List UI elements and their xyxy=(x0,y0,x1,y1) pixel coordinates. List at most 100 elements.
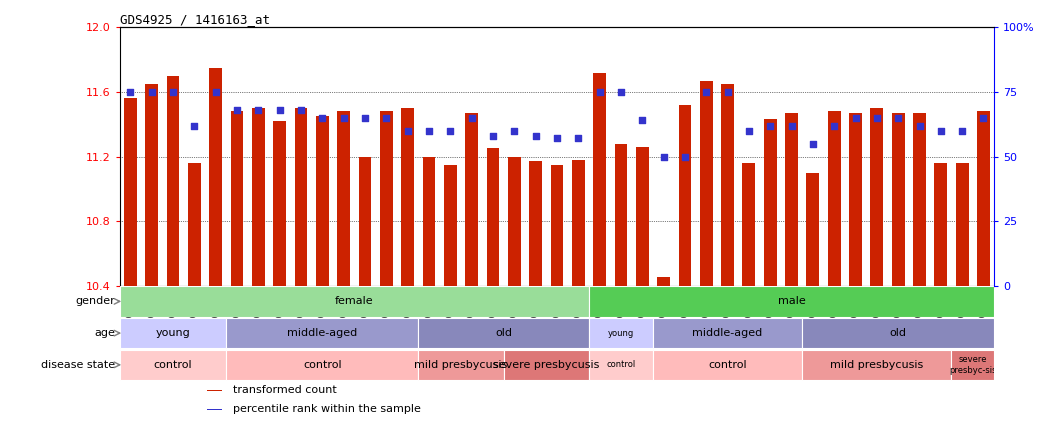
Point xyxy=(463,115,480,121)
Point xyxy=(719,89,736,96)
Text: middle-aged: middle-aged xyxy=(692,328,763,338)
Point xyxy=(569,135,586,142)
Text: control: control xyxy=(606,360,636,369)
Text: age: age xyxy=(95,328,116,338)
Point xyxy=(164,89,181,96)
Bar xyxy=(146,84,158,286)
Point xyxy=(144,89,160,96)
Bar xyxy=(295,108,307,286)
Bar xyxy=(124,99,136,286)
Point xyxy=(783,122,799,129)
Bar xyxy=(636,147,649,286)
Bar xyxy=(207,409,223,410)
Point xyxy=(400,127,416,134)
Bar xyxy=(614,144,628,286)
Point xyxy=(655,153,671,160)
Bar xyxy=(653,318,803,348)
Text: female: female xyxy=(335,297,374,306)
Bar xyxy=(120,349,226,380)
Bar xyxy=(508,157,520,286)
Point xyxy=(442,127,459,134)
Point xyxy=(868,115,885,121)
Point xyxy=(890,115,907,121)
Bar xyxy=(486,148,500,286)
Point xyxy=(591,89,608,96)
Text: severe
presbyc­sis: severe presbyc­sis xyxy=(949,355,996,374)
Bar xyxy=(401,108,414,286)
Point xyxy=(335,115,352,121)
Text: control: control xyxy=(708,360,746,370)
Text: disease state: disease state xyxy=(42,360,116,370)
Bar xyxy=(167,76,179,286)
Point xyxy=(186,122,203,129)
Bar xyxy=(337,111,350,286)
Text: GDS4925 / 1416163_at: GDS4925 / 1416163_at xyxy=(120,14,270,26)
Text: severe presbycusis: severe presbycusis xyxy=(493,360,600,370)
Bar xyxy=(807,173,819,286)
Bar xyxy=(803,318,994,348)
Bar xyxy=(551,165,563,286)
Bar xyxy=(465,113,478,286)
Bar xyxy=(589,349,653,380)
Bar xyxy=(653,349,803,380)
Bar xyxy=(721,84,734,286)
Text: mild presbycusis: mild presbycusis xyxy=(831,360,923,370)
Point xyxy=(122,89,138,96)
Point xyxy=(229,107,246,113)
Bar xyxy=(742,163,756,286)
Bar xyxy=(120,286,589,316)
Text: control: control xyxy=(154,360,193,370)
Bar xyxy=(358,157,372,286)
Bar xyxy=(892,113,905,286)
Bar xyxy=(274,121,286,286)
Point xyxy=(634,117,651,124)
Bar xyxy=(529,161,542,286)
Bar xyxy=(700,81,713,286)
Point xyxy=(357,115,374,121)
Bar xyxy=(956,163,968,286)
Bar xyxy=(951,349,994,380)
Point xyxy=(805,140,821,147)
Point xyxy=(272,107,288,113)
Bar xyxy=(226,318,418,348)
Text: middle-aged: middle-aged xyxy=(287,328,357,338)
Point xyxy=(677,153,693,160)
Point xyxy=(421,127,437,134)
Point xyxy=(506,127,523,134)
Text: male: male xyxy=(778,297,806,306)
Point xyxy=(378,115,395,121)
Text: percentile rank within the sample: percentile rank within the sample xyxy=(233,404,422,414)
Text: control: control xyxy=(303,360,341,370)
Point xyxy=(697,89,714,96)
Bar xyxy=(679,105,691,286)
Point xyxy=(528,132,544,139)
Bar xyxy=(226,349,418,380)
Point xyxy=(250,107,266,113)
Bar xyxy=(593,73,606,286)
Bar xyxy=(589,318,653,348)
Text: old: old xyxy=(496,328,512,338)
Point xyxy=(975,115,992,121)
Point xyxy=(293,107,309,113)
Bar xyxy=(803,349,951,380)
Bar xyxy=(380,111,392,286)
Point xyxy=(911,122,928,129)
Point xyxy=(826,122,842,129)
Bar xyxy=(913,113,925,286)
Bar xyxy=(231,111,244,286)
Bar xyxy=(443,165,457,286)
Bar xyxy=(849,113,862,286)
Text: gender: gender xyxy=(76,297,116,306)
Bar xyxy=(657,277,670,286)
Text: mild presbycusis: mild presbycusis xyxy=(414,360,508,370)
Bar xyxy=(418,349,504,380)
Bar xyxy=(572,160,585,286)
Bar xyxy=(315,116,329,286)
Bar xyxy=(935,163,947,286)
Point xyxy=(740,127,757,134)
Bar xyxy=(977,111,990,286)
Bar xyxy=(207,390,223,391)
Point xyxy=(847,115,864,121)
Point xyxy=(954,127,970,134)
Bar xyxy=(120,318,226,348)
